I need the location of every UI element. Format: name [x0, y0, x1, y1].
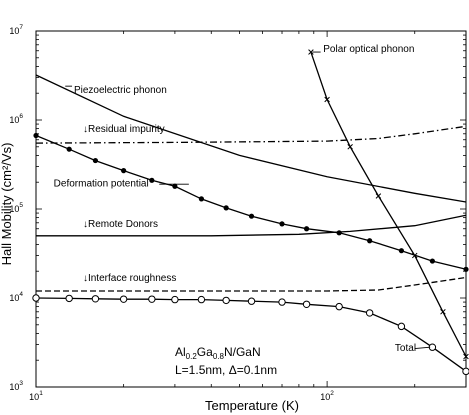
marker-total [278, 298, 286, 306]
series-labels: Piezoelectric phonon Polar optical phonon… [54, 44, 431, 354]
series-line-deformation-potential [35, 134, 467, 270]
y-axis-label: Hall Mobility (cm²/Vs) [0, 143, 14, 266]
series-label-piezoelectric-phonon: Piezoelectric phonon [74, 85, 167, 96]
marker-polar-optical-phonon [440, 309, 446, 315]
series-label-total: Total [395, 343, 416, 354]
annotation-text: Al [175, 345, 186, 359]
marker-deformation-potential [33, 132, 39, 139]
marker-deformation-potential [336, 230, 342, 236]
series-label-text: Total [395, 343, 416, 354]
annotation-text: L=1.5nm, Δ=0.1nm [175, 363, 277, 377]
marker-polar-optical-phonon [463, 353, 469, 360]
marker-total [32, 294, 40, 302]
series-label-interface-roughness: ↓Interface roughness [83, 273, 176, 284]
x-tick-label: 102 [320, 390, 334, 402]
tick-exponent: 5 [19, 202, 23, 209]
y-tick-label: 105 [9, 202, 23, 214]
down-arrow-icon: ↓ [83, 219, 88, 230]
tick-exponent: 7 [19, 24, 23, 31]
marker-deformation-potential [248, 213, 255, 219]
annotation-line: Al0.2Ga0.8N/GaN [175, 345, 261, 361]
marker-total [302, 300, 311, 308]
marker-total [91, 295, 100, 303]
series-label-text: Piezoelectric phonon [74, 85, 167, 96]
series-label-text: Residual impurity [88, 124, 165, 135]
marker-polar-optical-phonon [324, 96, 330, 103]
marker-deformation-potential [66, 146, 72, 152]
marker-deformation-potential [463, 266, 469, 272]
label-leader [414, 346, 431, 350]
marker-total [397, 322, 406, 331]
marker-total [197, 295, 206, 304]
annotation-line: L=1.5nm, Δ=0.1nm [175, 363, 277, 377]
marker-polar-optical-phonon [308, 49, 314, 55]
annotation-text: Ga [197, 345, 213, 359]
series-label-text: Remote Donors [88, 219, 158, 230]
marker-deformation-potential [223, 205, 229, 211]
marker-deformation-potential [172, 183, 178, 189]
marker-deformation-potential [149, 177, 155, 183]
series-label-remote-donors: ↓Remote Donors [83, 219, 158, 230]
series-line-remote-donors [36, 214, 467, 237]
tick-exponent: 2 [330, 390, 334, 397]
marker-polar-optical-phonon [347, 144, 353, 150]
marker-total [222, 296, 230, 305]
annotation-text: N/GaN [224, 345, 261, 359]
annotation-subscript: 0.8 [213, 352, 225, 361]
tick-base: 10 [320, 392, 330, 402]
series-line-polar-optical-phonon [310, 51, 467, 357]
down-arrow-icon: ↓ [83, 124, 88, 135]
tick-base: 10 [9, 26, 19, 36]
marker-total [148, 295, 156, 303]
series-line-residual-impurity [35, 125, 467, 144]
series-label-polar-optical-phonon: Polar optical phonon [323, 44, 414, 55]
series-line-piezoelectric-phonon [35, 74, 467, 203]
tick-exponent: 3 [19, 380, 23, 387]
marker-total [365, 309, 374, 317]
marker-deformation-potential [429, 258, 436, 264]
marker-deformation-potential [92, 157, 99, 164]
marker-deformation-potential [398, 248, 405, 254]
marker-total [65, 294, 73, 303]
series-label-text: Deformation potential [54, 178, 149, 189]
series-line-total [35, 297, 467, 372]
marker-deformation-potential [198, 196, 205, 202]
tick-base: 10 [9, 382, 19, 392]
series-label-residual-impurity: ↓Residual impurity [83, 124, 165, 135]
series-label-deformation-potential: Deformation potential [54, 178, 149, 189]
tick-exponent: 6 [19, 113, 23, 120]
marker-total [247, 297, 256, 305]
y-tick-label: 107 [9, 24, 23, 36]
tick-base: 10 [9, 204, 19, 214]
y-tick-label: 106 [9, 113, 23, 125]
sample-annotation: Al0.2Ga0.8N/GaN L=1.5nm, Δ=0.1nm [175, 345, 277, 377]
marker-polar-optical-phonon [375, 193, 382, 199]
y-tick-label: 104 [9, 291, 23, 303]
annotation-subscript: 0.2 [186, 352, 198, 361]
x-axis-label: Temperature (K) [205, 398, 299, 413]
tick-exponent: 1 [39, 390, 43, 397]
series-label-text: Interface roughness [88, 273, 176, 284]
marker-deformation-potential [279, 221, 285, 227]
marker-deformation-potential [121, 168, 127, 174]
tick-base: 10 [29, 392, 39, 402]
tick-base: 10 [9, 115, 19, 125]
y-tick-label: 103 [9, 380, 23, 392]
marker-total [119, 295, 128, 303]
x-tick-label: 101 [29, 390, 43, 402]
marker-total [171, 295, 179, 304]
marker-total [335, 302, 343, 311]
series-markers [32, 49, 469, 376]
tick-exponent: 4 [19, 291, 23, 298]
marker-deformation-potential [303, 226, 310, 232]
down-arrow-icon: ↓ [83, 273, 88, 284]
series-label-text: Polar optical phonon [323, 44, 414, 55]
marker-deformation-potential [367, 238, 373, 244]
series-line-interface-roughness [36, 276, 467, 292]
marker-total [462, 367, 469, 376]
tick-base: 10 [9, 293, 19, 303]
marker-polar-optical-phonon [411, 252, 418, 259]
